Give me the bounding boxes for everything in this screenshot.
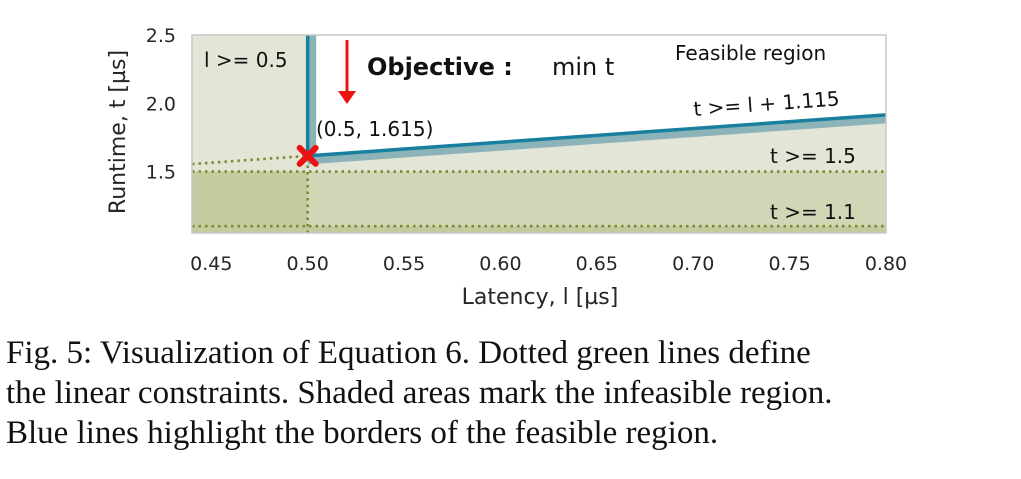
caption-line-3: Blue lines highlight the borders of the …	[6, 415, 719, 451]
x-tick-label: 0.75	[768, 253, 810, 275]
plot-frame	[191, 34, 887, 234]
axes-layer: 0.45 0.50 0.55 0.60 0.65 0.70 0.75 0.80 1.5 2.0 2.…	[146, 25, 907, 275]
constraint-label-t-1.5: t >= 1.5	[770, 144, 856, 168]
infeasible-region-overlap	[192, 171, 308, 233]
figure-caption: Fig. 5: Visualization of Equation 6. Dot…	[6, 333, 1016, 453]
y-tick-label: 1.5	[146, 162, 176, 184]
x-axis-title: Latency, l [µs]	[462, 285, 619, 310]
feasible-region-label: Feasible region	[675, 41, 826, 65]
objective-label: Objective :	[367, 53, 513, 81]
regions-layer	[192, 35, 886, 233]
caption-line-2: the linear constraints. Shaded areas mar…	[6, 375, 833, 411]
border-line-sloped	[307, 113, 887, 158]
optimum-label: (0.5, 1.615)	[316, 117, 433, 141]
caption-line-1: Fig. 5: Visualization of Equation 6. Dot…	[6, 335, 811, 371]
marks-layer	[296, 40, 356, 167]
infeasible-region-below-1.1	[192, 226, 886, 233]
chart: 0.45 0.50 0.55 0.60 0.65 0.70 0.75 0.80 1.5 2.0 2.…	[106, 25, 907, 310]
x-tick-label: 0.60	[479, 253, 521, 275]
constraint-label-l-0.5: l >= 0.5	[204, 48, 288, 72]
lines-layer	[191, 35, 887, 233]
optimum-marker-stroke-2	[296, 144, 319, 167]
objective-expression: min t	[552, 53, 614, 81]
border-shade-sloped	[307, 116, 887, 165]
x-tick-label: 0.50	[287, 253, 329, 275]
objective-arrow-head	[338, 91, 356, 104]
x-tick-label: 0.80	[865, 253, 907, 275]
y-tick-label: 2.5	[146, 25, 176, 47]
x-tick-label: 0.65	[576, 253, 618, 275]
y-axis-title: Runtime, t [µs]	[106, 50, 131, 214]
y-tick-label: 2.0	[146, 93, 176, 115]
x-tick-label: 0.45	[190, 253, 232, 275]
x-tick-label: 0.70	[672, 253, 714, 275]
x-tick-label: 0.55	[383, 253, 425, 275]
constraint-label-t-1.1: t >= 1.1	[770, 200, 856, 224]
